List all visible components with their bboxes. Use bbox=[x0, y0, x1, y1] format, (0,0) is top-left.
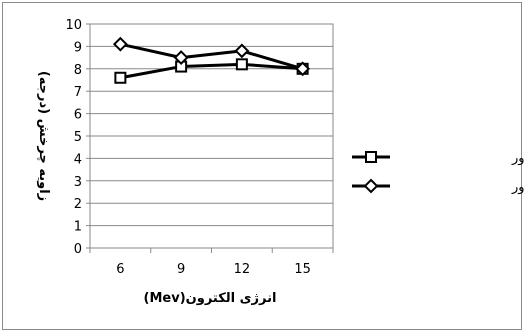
grid-layer bbox=[89, 23, 334, 249]
y-tick-label: 1 bbox=[74, 220, 82, 235]
y-axis-title: زاویه چرخش (درجه) bbox=[36, 71, 51, 201]
y-tick-label: 10 bbox=[65, 18, 82, 33]
legend-label-2: 25*25میدانهای مجاور bbox=[511, 180, 525, 195]
marker-layer bbox=[112, 36, 311, 84]
series-line-2 bbox=[120, 42, 304, 71]
y-tick-label: 5 bbox=[74, 130, 82, 145]
y-tick-label: 4 bbox=[74, 152, 82, 167]
x-tick-label: 15 bbox=[294, 262, 311, 277]
y-tick-label: 8 bbox=[74, 63, 82, 78]
x-tick-label: 12 bbox=[234, 262, 251, 277]
series-layer bbox=[120, 42, 304, 80]
y-tick-label: 6 bbox=[74, 108, 82, 123]
series-2-point bbox=[112, 36, 128, 52]
y-tick-label: 7 bbox=[74, 85, 82, 100]
y-tick-label: 9 bbox=[74, 40, 82, 55]
series-1-point bbox=[114, 71, 127, 84]
series-1-point bbox=[235, 58, 248, 71]
y-tick-label: 0 bbox=[74, 242, 82, 257]
x-tick-label: 6 bbox=[116, 262, 124, 277]
legend-label-1: 20*20میدانهای مجاور bbox=[511, 151, 525, 166]
x-axis-title: انرژی الکترون(Mev) bbox=[144, 291, 277, 306]
series-line-1 bbox=[120, 62, 303, 80]
legend-marker-2 bbox=[363, 178, 379, 194]
legend: 20*20میدانهای مجاور 25*25میدانهای مجاور bbox=[352, 151, 525, 195]
series-2-point bbox=[173, 50, 189, 66]
series-2-point bbox=[234, 43, 250, 59]
series-2-point bbox=[295, 61, 311, 77]
x-tick-label: 9 bbox=[177, 262, 185, 277]
y-tick-label: 2 bbox=[74, 197, 82, 212]
legend-marker-1 bbox=[365, 151, 377, 163]
y-tick-label: 3 bbox=[74, 175, 82, 190]
